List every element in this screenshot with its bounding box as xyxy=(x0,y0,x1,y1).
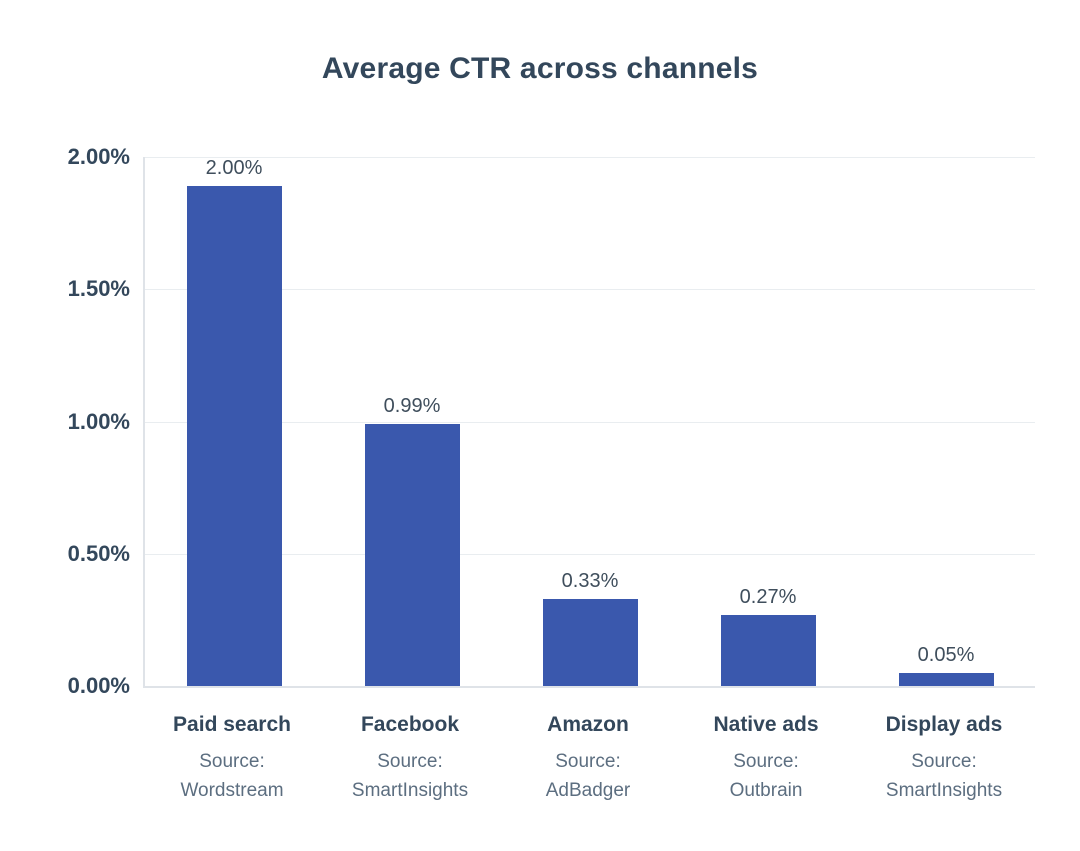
plot-area: 2.00% 0.99% 0.33% 0.27% 0.05% xyxy=(143,157,1035,688)
source-prefix: Source: xyxy=(555,751,621,772)
y-axis-tick-label: 1.50% xyxy=(67,276,130,302)
gridline xyxy=(145,157,1035,158)
source-prefix: Source: xyxy=(377,751,443,772)
bar-display-ads xyxy=(898,672,994,686)
bar-slot: 0.05% xyxy=(857,157,1035,686)
source-label: Source: AdBadger xyxy=(499,747,677,805)
source-label: Source: Wordstream xyxy=(143,747,321,805)
bar-slot: 0.33% xyxy=(501,157,679,686)
category-label: Amazon xyxy=(547,713,629,736)
bar-paid-search xyxy=(186,186,282,686)
x-axis-label: Amazon Source: AdBadger xyxy=(499,688,677,805)
source-name: SmartInsights xyxy=(885,780,1003,801)
source-name: Wordstream xyxy=(180,780,284,801)
bar-amazon xyxy=(542,598,638,686)
bar-facebook xyxy=(364,424,460,686)
source-prefix: Source: xyxy=(199,751,265,772)
x-axis: Paid search Source: Wordstream Facebook Sour… xyxy=(143,688,1033,805)
source-name: AdBadger xyxy=(545,780,631,801)
source-prefix: Source: xyxy=(733,751,799,772)
bar-value-label: 0.33% xyxy=(561,569,619,592)
y-axis-tick-label: 0.00% xyxy=(67,673,130,698)
x-axis-label: Paid search Source: Wordstream xyxy=(143,688,321,805)
gridline xyxy=(145,553,1035,555)
bar-value-label: 2.00% xyxy=(205,157,263,179)
bar-value-label: 0.99% xyxy=(383,395,441,418)
gridline xyxy=(145,421,1035,423)
bar-slot: 0.27% xyxy=(679,157,857,686)
gridline xyxy=(145,289,1035,291)
bar-value-label: 0.05% xyxy=(917,643,975,666)
x-axis-label: Native ads Source: Outbrain xyxy=(677,688,855,805)
y-axis-tick-label: 0.50% xyxy=(67,540,130,566)
category-label: Paid search xyxy=(173,713,291,736)
x-axis-label: Facebook Source: SmartInsights xyxy=(321,688,499,805)
bar-value-label: 0.27% xyxy=(739,585,797,608)
bar-slot: 2.00% xyxy=(145,157,323,686)
x-axis-label: Display ads Source: SmartInsights xyxy=(855,688,1033,805)
y-axis-tick-label: 1.00% xyxy=(67,408,130,434)
bars: 2.00% 0.99% 0.33% 0.27% 0.05% xyxy=(145,157,1035,686)
category-label: Native ads xyxy=(713,713,819,736)
y-axis: 2.00% 1.50% 1.00% 0.50% 0.00% xyxy=(0,144,130,698)
bar-slot: 0.99% xyxy=(323,157,501,686)
source-name: Outbrain xyxy=(729,780,803,801)
category-label: Display ads xyxy=(885,713,1003,736)
y-axis-tick-label: 2.00% xyxy=(67,144,130,169)
bar-native-ads xyxy=(720,614,816,686)
source-prefix: Source: xyxy=(911,751,977,772)
source-name: SmartInsights xyxy=(351,780,469,801)
category-label: Facebook xyxy=(360,713,460,736)
source-label: Source: Outbrain xyxy=(677,747,855,805)
source-label: Source: SmartInsights xyxy=(321,747,499,805)
chart-title: Average CTR across channels xyxy=(321,52,759,85)
source-label: Source: SmartInsights xyxy=(855,747,1033,805)
